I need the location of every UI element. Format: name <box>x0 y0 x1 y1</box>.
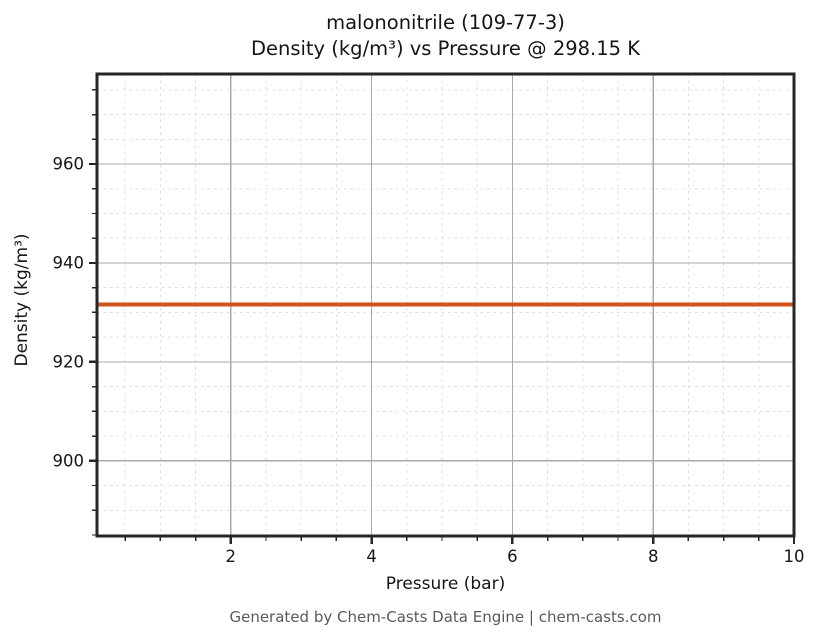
x-tick-label: 2 <box>226 547 237 566</box>
y-tick-label: 900 <box>53 451 85 470</box>
chart-title-line1: malononitrile (109-77-3) <box>326 11 565 34</box>
chart-title-line2: Density (kg/m³) vs Pressure @ 298.15 K <box>250 37 641 60</box>
x-axis-label: Pressure (bar) <box>385 574 506 594</box>
x-tick-label: 10 <box>784 547 805 566</box>
footer-credit: Generated by Chem-Casts Data Engine | ch… <box>229 608 662 626</box>
x-tick-label: 8 <box>648 547 659 566</box>
y-tick-label: 920 <box>53 352 85 371</box>
y-tick-label: 940 <box>53 253 85 272</box>
axes-spines <box>95 72 796 538</box>
y-tick-label: 960 <box>53 155 85 174</box>
x-tick-label: 4 <box>366 547 377 566</box>
y-axis-label: Density (kg/m³) <box>12 233 32 367</box>
chart-title: malononitrile (109-77-3) Density (kg/m³)… <box>97 10 794 62</box>
x-tick-label: 6 <box>507 547 518 566</box>
